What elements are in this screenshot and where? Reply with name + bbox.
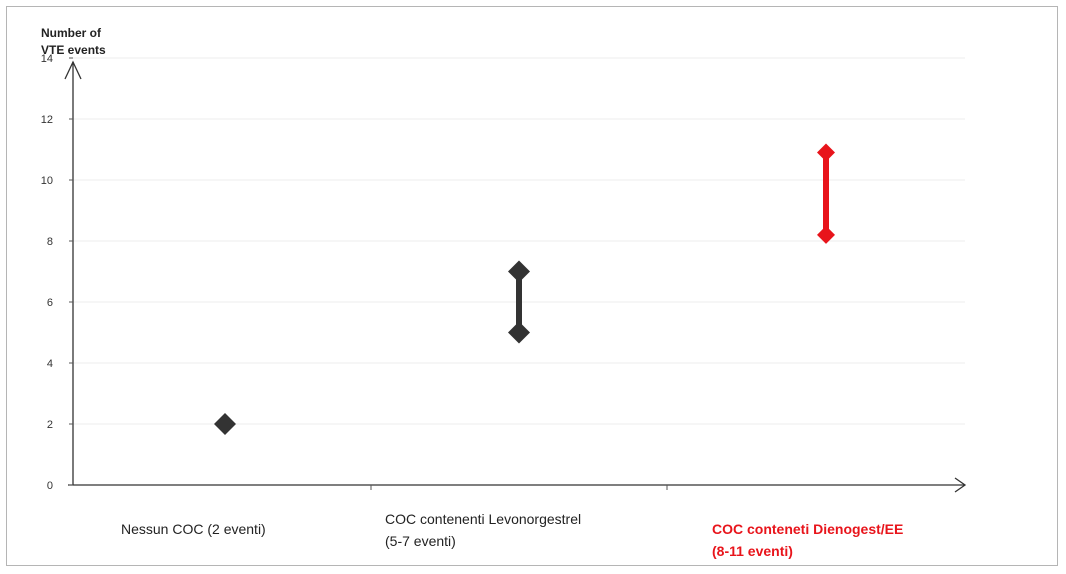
y-tick-label: 14: [41, 53, 53, 65]
y-tick-label: 10: [41, 175, 53, 187]
y-tick-label: 6: [47, 297, 53, 309]
category-label-levonorgestrel: COC contenenti Levonorgestrel (5-7 event…: [385, 511, 582, 549]
category-label-dienogest: COC conteneti Dienogest/EE (8-11 eventi): [712, 521, 904, 559]
y-axis-arrow: [64, 60, 82, 80]
y-tick-label: 8: [47, 236, 53, 248]
y-tick-label: 0: [47, 480, 53, 492]
y-tick-label: 12: [41, 114, 53, 126]
range-high-point: [817, 143, 835, 162]
x-axis-arrow: [954, 477, 967, 493]
y-axis-title: Number of VTE events: [41, 26, 106, 57]
chart-frame: 0 2 4 6 8 10 12 14 Number of VTE events Nessun …: [6, 6, 1058, 566]
chart-plot: 0 2 4 6 8 10 12 14: [41, 53, 967, 493]
category-label-nessun: Nessun COC (2 eventi): [121, 521, 266, 537]
y-tick-label: 2: [47, 419, 53, 431]
range-low-point: [817, 225, 835, 244]
y-tick-label: 4: [47, 358, 53, 370]
data-point: [214, 413, 236, 435]
range-high-point: [508, 260, 530, 283]
range-low-point: [508, 321, 530, 344]
